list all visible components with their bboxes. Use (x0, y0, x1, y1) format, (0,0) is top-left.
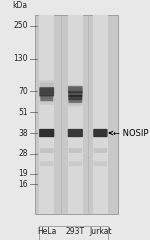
FancyBboxPatch shape (40, 94, 54, 99)
FancyBboxPatch shape (40, 83, 54, 88)
FancyBboxPatch shape (93, 15, 108, 214)
Text: 51: 51 (18, 108, 28, 117)
FancyBboxPatch shape (68, 93, 83, 97)
Text: 28: 28 (18, 149, 28, 158)
FancyBboxPatch shape (35, 15, 118, 214)
FancyBboxPatch shape (68, 129, 83, 137)
FancyBboxPatch shape (94, 148, 107, 153)
FancyBboxPatch shape (40, 86, 54, 91)
FancyBboxPatch shape (39, 15, 54, 214)
Text: Jurkat: Jurkat (89, 227, 112, 236)
FancyBboxPatch shape (69, 161, 82, 166)
FancyBboxPatch shape (68, 98, 83, 103)
Text: ← NOSIP: ← NOSIP (109, 128, 148, 138)
Text: 38: 38 (18, 128, 28, 138)
FancyBboxPatch shape (68, 100, 83, 105)
Text: 70: 70 (18, 87, 28, 96)
Text: 293T: 293T (66, 227, 85, 236)
FancyBboxPatch shape (40, 97, 54, 102)
FancyBboxPatch shape (68, 87, 83, 91)
FancyBboxPatch shape (68, 102, 83, 107)
FancyBboxPatch shape (39, 87, 54, 96)
FancyBboxPatch shape (40, 161, 54, 166)
FancyBboxPatch shape (40, 91, 54, 96)
FancyBboxPatch shape (68, 86, 83, 93)
FancyBboxPatch shape (40, 148, 54, 153)
FancyBboxPatch shape (68, 15, 83, 214)
FancyBboxPatch shape (93, 129, 108, 137)
Text: 130: 130 (13, 54, 28, 63)
FancyBboxPatch shape (39, 129, 54, 137)
FancyBboxPatch shape (40, 89, 54, 94)
FancyBboxPatch shape (68, 91, 83, 95)
FancyBboxPatch shape (40, 100, 54, 105)
FancyBboxPatch shape (40, 95, 53, 101)
Text: 19: 19 (18, 169, 28, 178)
FancyBboxPatch shape (68, 85, 83, 89)
FancyBboxPatch shape (68, 96, 83, 101)
Text: HeLa: HeLa (37, 227, 56, 236)
FancyBboxPatch shape (69, 148, 82, 153)
Text: kDa: kDa (12, 1, 28, 10)
FancyBboxPatch shape (40, 80, 54, 85)
FancyBboxPatch shape (68, 89, 83, 93)
FancyBboxPatch shape (94, 161, 107, 166)
FancyBboxPatch shape (68, 95, 82, 100)
Text: 16: 16 (18, 180, 28, 189)
FancyBboxPatch shape (68, 95, 83, 99)
FancyBboxPatch shape (68, 91, 83, 97)
FancyBboxPatch shape (69, 98, 82, 103)
Text: 250: 250 (13, 21, 28, 30)
